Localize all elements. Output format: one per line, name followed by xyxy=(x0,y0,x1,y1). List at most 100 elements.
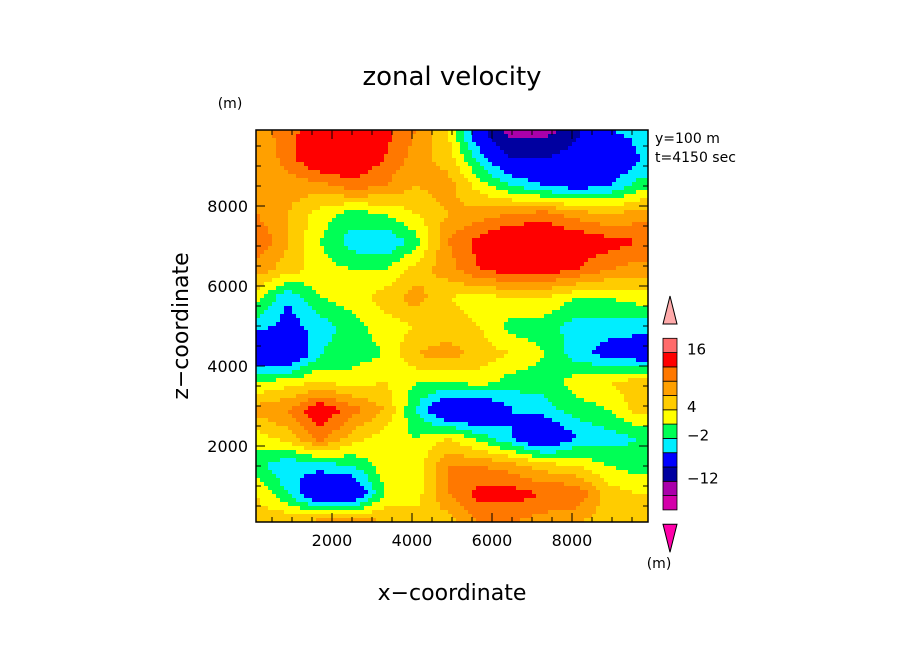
contour-cell xyxy=(480,170,485,175)
contour-cell xyxy=(388,286,393,291)
contour-cell xyxy=(256,286,261,291)
contour-cell xyxy=(264,310,269,315)
contour-cell xyxy=(296,146,301,151)
contour-cell xyxy=(308,330,313,335)
contour-cell xyxy=(288,242,293,247)
contour-cell xyxy=(424,194,429,199)
contour-cell xyxy=(256,330,261,335)
contour-cell xyxy=(548,290,553,295)
contour-cell xyxy=(392,158,397,163)
contour-cell xyxy=(480,182,485,187)
contour-cell xyxy=(336,282,341,287)
contour-cell xyxy=(488,238,493,243)
contour-cell xyxy=(348,154,353,159)
contour-cell xyxy=(364,310,369,315)
contour-cell xyxy=(388,138,393,143)
contour-cell xyxy=(480,270,485,275)
contour-cell xyxy=(276,322,281,327)
contour-cell xyxy=(352,306,357,311)
contour-cell xyxy=(256,278,261,283)
contour-cell xyxy=(408,278,413,283)
contour-cell xyxy=(284,286,289,291)
contour-cell xyxy=(472,178,477,183)
contour-cell xyxy=(308,226,313,231)
contour-cell xyxy=(424,282,429,287)
contour-cell xyxy=(328,134,333,139)
contour-cell xyxy=(264,286,269,291)
contour-cell xyxy=(556,302,561,307)
contour-cell xyxy=(620,254,625,259)
contour-cell xyxy=(628,258,633,263)
contour-cell xyxy=(592,234,597,239)
contour-cell xyxy=(364,322,369,327)
contour-cell xyxy=(352,314,357,319)
contour-cell xyxy=(532,150,537,155)
contour-cell xyxy=(408,190,413,195)
contour-cell xyxy=(632,154,637,159)
contour-cell xyxy=(556,182,561,187)
contour-cell xyxy=(328,210,333,215)
contour-cell xyxy=(572,162,577,167)
contour-cell xyxy=(420,238,425,243)
contour-cell xyxy=(488,134,493,139)
contour-cell xyxy=(484,266,489,271)
contour-cell xyxy=(276,194,281,199)
contour-cell xyxy=(292,214,297,219)
contour-cell xyxy=(632,206,637,211)
contour-cell xyxy=(284,298,289,303)
contour-cell xyxy=(372,258,377,263)
contour-cell xyxy=(348,130,353,135)
contour-cell xyxy=(608,226,613,231)
contour-cell xyxy=(384,306,389,311)
contour-cell xyxy=(492,190,497,195)
contour-cell xyxy=(452,130,457,135)
contour-cell xyxy=(624,190,629,195)
contour-cell xyxy=(640,254,645,259)
contour-cell xyxy=(400,178,405,183)
contour-cell xyxy=(396,186,401,191)
contour-cell xyxy=(436,218,441,223)
contour-cell xyxy=(612,310,617,315)
contour-cell xyxy=(464,214,469,219)
contour-cell xyxy=(380,258,385,263)
contour-cell xyxy=(548,302,553,307)
contour-cell xyxy=(376,130,381,135)
contour-cell xyxy=(364,194,369,199)
contour-cell xyxy=(372,262,377,267)
contour-cell xyxy=(448,162,453,167)
contour-cell xyxy=(604,262,609,267)
contour-cell xyxy=(284,262,289,267)
contour-cell xyxy=(628,250,633,255)
contour-cell xyxy=(644,318,648,323)
contour-cell xyxy=(632,282,637,287)
contour-cell xyxy=(388,198,393,203)
contour-cell xyxy=(304,318,309,323)
contour-cell xyxy=(608,254,613,259)
contour-cell xyxy=(572,330,577,335)
contour-cell xyxy=(580,182,585,187)
contour-cell xyxy=(532,286,537,291)
contour-cell xyxy=(476,302,481,307)
contour-cell xyxy=(320,258,325,263)
contour-cell xyxy=(288,282,293,287)
contour-cell xyxy=(360,326,365,331)
contour-cell xyxy=(636,194,641,199)
contour-cell xyxy=(476,198,481,203)
contour-cell xyxy=(380,306,385,311)
contour-cell xyxy=(504,218,509,223)
contour-cell xyxy=(596,246,601,251)
contour-cell xyxy=(636,174,641,179)
contour-cell xyxy=(644,246,648,251)
contour-cell xyxy=(408,262,413,267)
contour-cell xyxy=(536,274,541,279)
contour-cell xyxy=(644,226,648,231)
contour-cell xyxy=(536,310,541,315)
contour-cell xyxy=(592,258,597,263)
contour-cell xyxy=(464,330,469,335)
contour-cell xyxy=(516,190,521,195)
contour-cell xyxy=(408,210,413,215)
contour-cell xyxy=(640,278,645,283)
contour-cell xyxy=(500,246,505,251)
contour-cell xyxy=(528,322,533,327)
contour-cell xyxy=(276,306,281,311)
